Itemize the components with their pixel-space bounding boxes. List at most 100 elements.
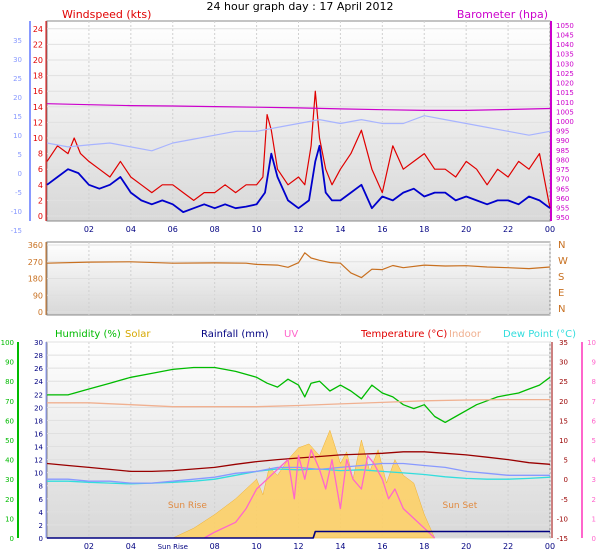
windspeed-tick-label: 18 [33, 72, 43, 81]
rainfall-tick-label: 26 [34, 365, 43, 373]
windspeed-legend: Windspeed (kts) [62, 8, 151, 21]
uv-tick-label: 7 [592, 398, 596, 406]
windspeed-tick-label: 2 [38, 196, 43, 205]
barometer-legend: Barometer (hpa) [457, 8, 548, 21]
temperature-tick-label: -15 [557, 535, 568, 543]
compass-tick-label: N [558, 304, 565, 315]
windspeed-tick-label: 16 [33, 87, 43, 96]
rainfall-tick-label: 14 [34, 444, 43, 452]
barometer-tick-label: 995 [556, 128, 569, 136]
humidity-x-tick-label: 04 [126, 542, 136, 551]
humidity-series-line [203, 449, 436, 539]
humidity-x-tick-label: 18 [419, 542, 429, 551]
far-left-tick-label: 25 [13, 75, 22, 83]
barometer-tick-label: 980 [556, 156, 569, 164]
barometer-tick-label: 1005 [556, 108, 574, 116]
far-left-tick-label: 20 [13, 94, 22, 102]
windspeed-tick-label: 10 [33, 134, 43, 143]
humidity-x-tick-label: 12 [293, 542, 303, 551]
humidity-series-line [47, 366, 551, 424]
barometer-tick-label: 960 [556, 195, 569, 203]
far-left-tick-label: 30 [13, 56, 22, 64]
humidity-legend-item: Temperature (°C) [360, 329, 447, 340]
humidity-legend-item: Humidity (%) [55, 329, 121, 340]
humidity-legend-item: Indoor [449, 329, 482, 340]
humidity-series-line [47, 530, 550, 539]
barometer-tick-label: 950 [556, 214, 569, 222]
windspeed-tick-label: 8 [38, 150, 43, 159]
wind-x-tick-label: 18 [419, 225, 429, 234]
page-title: 24 hour graph day : 17 April 2012 [206, 0, 394, 13]
humidity-legend-item: Rainfall (mm) [201, 329, 269, 340]
wind-x-tick-label: 08 [210, 225, 220, 234]
uv-tick-label: 9 [592, 359, 596, 367]
uv-tick-label: 5 [592, 437, 596, 445]
windspeed-tick-label: 24 [33, 25, 43, 34]
windspeed-tick-label: 4 [38, 181, 43, 190]
barometer-tick-label: 1030 [556, 60, 574, 68]
temperature-tick-label: 25 [559, 378, 568, 386]
humidity-x-tick-label: 22 [503, 542, 513, 551]
barometer-tick-label: 1000 [556, 118, 574, 126]
uv-tick-label: 8 [592, 378, 596, 386]
rainfall-tick-label: 0 [39, 535, 43, 543]
rainfall-tick-label: 28 [34, 352, 43, 360]
compass-tick-label: E [558, 288, 564, 299]
humidity-x-tick-label: 02 [84, 542, 94, 551]
direction-tick-label: 270 [28, 258, 43, 267]
wind-series-line [46, 90, 551, 209]
wind-x-tick-label: 06 [168, 225, 178, 234]
far-left-tick-label: -5 [15, 189, 22, 197]
wind-x-tick-label: 12 [293, 225, 303, 234]
far-left-tick-label: -15 [11, 227, 22, 235]
humidity-tick-label: 10 [5, 515, 14, 523]
windspeed-tick-label: 14 [33, 103, 43, 112]
humidity-series-line [47, 398, 550, 408]
sun-set-label: Sun Set [442, 501, 477, 511]
humidity-series-line [47, 462, 550, 484]
humidity-tick-label: 60 [5, 417, 14, 425]
humidity-x-tick-label: 00 [545, 542, 555, 551]
rainfall-tick-label: 16 [34, 430, 43, 438]
humidity-tick-label: 40 [5, 457, 14, 465]
windspeed-tick-label: 6 [38, 165, 43, 174]
humidity-tick-label: 100 [1, 339, 14, 347]
temperature-tick-label: 20 [559, 398, 568, 406]
wind-x-tick-label: 14 [335, 225, 345, 234]
rainfall-tick-label: 12 [34, 457, 43, 465]
barometer-tick-label: 965 [556, 185, 569, 193]
temperature-tick-label: -5 [561, 496, 568, 504]
humidity-x-tick-label: 10 [251, 542, 261, 551]
wind-x-tick-label: 10 [251, 225, 261, 234]
solar-area [172, 429, 435, 539]
humidity-x-tick-label: 16 [377, 542, 387, 551]
windspeed-tick-label: 20 [33, 56, 43, 65]
temperature-tick-label: 35 [559, 339, 568, 347]
humidity-legend-item: Solar [125, 329, 151, 340]
wind-series-line [46, 144, 551, 213]
barometer-tick-label: 1050 [556, 22, 574, 30]
humidity-tick-label: 50 [5, 437, 14, 445]
wind-x-tick-label: 04 [126, 225, 136, 234]
wind-x-tick-label: 00 [545, 225, 555, 234]
barometer-tick-label: 1010 [556, 99, 574, 107]
humidity-tick-label: 30 [5, 476, 14, 484]
barometer-tick-label: 955 [556, 205, 569, 213]
humidity-x-tick-label: 08 [210, 542, 220, 551]
barometer-tick-label: 970 [556, 176, 569, 184]
humidity-x-tick-label: 20 [461, 542, 471, 551]
uv-tick-label: 0 [592, 535, 596, 543]
barometer-tick-label: 1025 [556, 70, 574, 78]
uv-tick-label: 6 [592, 417, 597, 425]
barometer-tick-label: 1040 [556, 41, 574, 49]
temperature-tick-label: 10 [559, 437, 568, 445]
barometer-tick-label: 975 [556, 166, 569, 174]
wind-x-tick-label: 22 [503, 225, 513, 234]
barometer-tick-label: 985 [556, 147, 569, 155]
barometer-tick-label: 1015 [556, 89, 574, 97]
uv-tick-label: 2 [592, 496, 596, 504]
far-left-tick-label: 10 [13, 132, 22, 140]
rainfall-tick-label: 10 [34, 470, 43, 478]
